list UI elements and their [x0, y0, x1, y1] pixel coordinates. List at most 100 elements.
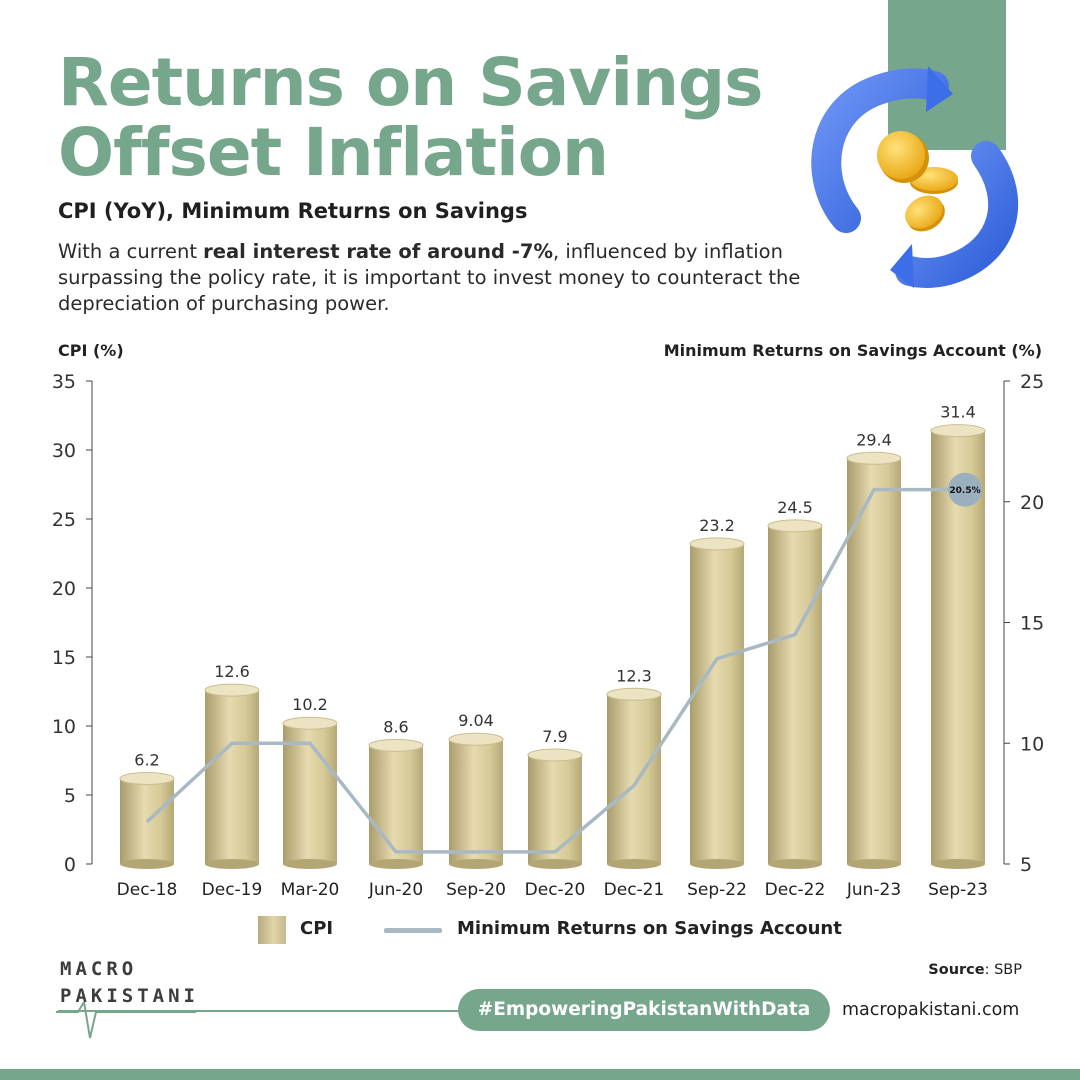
refresh-arrows-icon — [811, 66, 1019, 288]
right-axis-title: Minimum Returns on Savings Account (%) — [664, 341, 1042, 360]
left-axis-tick-label: 35 — [52, 371, 76, 393]
cpi-data-label: 31.4 — [940, 403, 976, 422]
chart-subtitle: CPI (YoY), Minimum Returns on Savings — [58, 199, 528, 223]
cpi-bar — [369, 745, 423, 864]
right-axis-tick-label: 15 — [1020, 613, 1044, 635]
cpi-bar-base — [528, 859, 582, 869]
cpi-bar-base — [768, 859, 822, 869]
cpi-bar-top — [204, 683, 260, 697]
description-rest: , influenced by inflation surpassing the… — [58, 240, 801, 315]
cpi-bar — [449, 739, 503, 864]
legend-cpi-label: CPI — [300, 918, 334, 939]
returns-point — [554, 851, 556, 853]
cpi-bar-top — [846, 451, 902, 465]
cpi-bar — [847, 458, 901, 864]
x-tick-label: Jun-20 — [368, 880, 423, 900]
description-highlight: real interest rate of around -7% — [203, 240, 553, 263]
cpi-data-label: 24.5 — [777, 498, 813, 517]
left-axis-tick-label: 25 — [52, 509, 76, 531]
logo-line-2: PAKISTANI — [60, 985, 199, 1007]
returns-annotation-bubble — [948, 472, 982, 507]
cpi-bar-base — [931, 859, 985, 869]
cpi-bar-base — [120, 859, 174, 869]
chart-legend: CPI Minimum Returns on Savings Account — [0, 912, 1080, 948]
cpi-bar-base — [369, 859, 423, 869]
returns-point — [794, 634, 796, 636]
page-title: Returns on Savings Offset Inflation — [58, 44, 763, 191]
description: With a current real interest rate of aro… — [58, 239, 818, 317]
legend-cpi-swatch — [258, 916, 286, 944]
returns-point — [146, 821, 148, 823]
x-tick-label: Dec-18 — [117, 880, 178, 900]
cpi-bar — [528, 754, 582, 864]
cpi-data-label: 23.2 — [699, 516, 735, 535]
x-tick-label: Dec-19 — [202, 880, 263, 900]
cpi-bar-top — [368, 738, 424, 752]
right-axis-tick-label: 25 — [1020, 371, 1044, 393]
source-value: : SBP — [984, 962, 1022, 978]
cpi-bar-base — [690, 859, 744, 869]
source-label: Source — [928, 962, 985, 978]
cpi-bar-top — [119, 771, 175, 785]
returns-annotation-label: 20.5% — [949, 486, 980, 496]
legend-returns-line — [384, 928, 442, 933]
cpi-bar — [690, 543, 744, 864]
description-intro: With a current — [58, 240, 204, 263]
cpi-data-label: 7.9 — [542, 727, 567, 746]
returns-point — [309, 742, 311, 744]
title-line-2: Offset Inflation — [58, 114, 609, 191]
x-tick-label: Dec-21 — [604, 880, 665, 900]
cpi-bar-top — [930, 424, 986, 438]
cpi-bar-top — [606, 687, 662, 701]
cpi-bar-top — [448, 732, 504, 746]
cpi-data-label: 12.3 — [616, 666, 652, 685]
cpi-data-label: 6.2 — [134, 750, 159, 769]
website-link[interactable]: macropakistani.com — [842, 1000, 1020, 1020]
returns-point — [716, 658, 718, 660]
returns-point — [395, 851, 397, 853]
cpi-bar-top — [282, 716, 338, 730]
cpi-bar-base — [283, 859, 337, 869]
cpi-bar — [607, 694, 661, 864]
x-tick-label: Sep-22 — [687, 880, 747, 900]
x-tick-label: Jun-23 — [846, 880, 901, 900]
x-tick-label: Sep-23 — [928, 880, 988, 900]
returns-point — [633, 785, 635, 787]
left-axis-tick-label: 30 — [52, 440, 76, 462]
macropakistani-logo: MACRO PAKISTANI — [56, 958, 196, 1042]
gold-coins-icon — [877, 131, 958, 232]
source-note: Source: SBP — [928, 962, 1022, 978]
x-tick-label: Dec-22 — [765, 880, 826, 900]
legend-returns-label: Minimum Returns on Savings Account — [457, 918, 842, 939]
bottom-accent-bar — [0, 1069, 1080, 1080]
cpi-bar-top — [527, 748, 583, 762]
cpi-bar-top — [767, 519, 823, 533]
pulse-icon — [56, 1002, 196, 1039]
footer-divider — [58, 1010, 468, 1012]
left-axis-tick-label: 20 — [52, 578, 76, 600]
returns-point — [873, 489, 875, 491]
cpi-data-label: 29.4 — [856, 430, 892, 449]
left-axis-tick-label: 5 — [64, 785, 76, 807]
cpi-bar-base — [847, 859, 901, 869]
right-axis-tick-label: 10 — [1020, 733, 1044, 755]
x-tick-label: Dec-20 — [525, 880, 586, 900]
cpi-bar — [283, 723, 337, 864]
hashtag-pill: #EmpoweringPakistanWithData — [458, 989, 830, 1031]
returns-point — [475, 851, 477, 853]
returns-point — [231, 742, 233, 744]
cpi-bar-base — [449, 859, 503, 869]
right-axis-tick-label: 20 — [1020, 492, 1044, 514]
x-tick-label: Mar-20 — [281, 880, 340, 900]
left-axis-tick-label: 0 — [64, 854, 76, 876]
x-tick-label: Sep-20 — [446, 880, 506, 900]
cpi-bar-top — [689, 537, 745, 551]
logo-line-1: MACRO — [60, 958, 138, 980]
left-axis-tick-label: 15 — [52, 647, 76, 669]
cpi-bar — [768, 525, 822, 864]
cpi-bar — [205, 690, 259, 864]
cpi-bar-base — [205, 859, 259, 869]
title-line-1: Returns on Savings — [58, 44, 763, 121]
cpi-data-label: 10.2 — [292, 695, 328, 714]
left-axis-title: CPI (%) — [58, 341, 124, 360]
